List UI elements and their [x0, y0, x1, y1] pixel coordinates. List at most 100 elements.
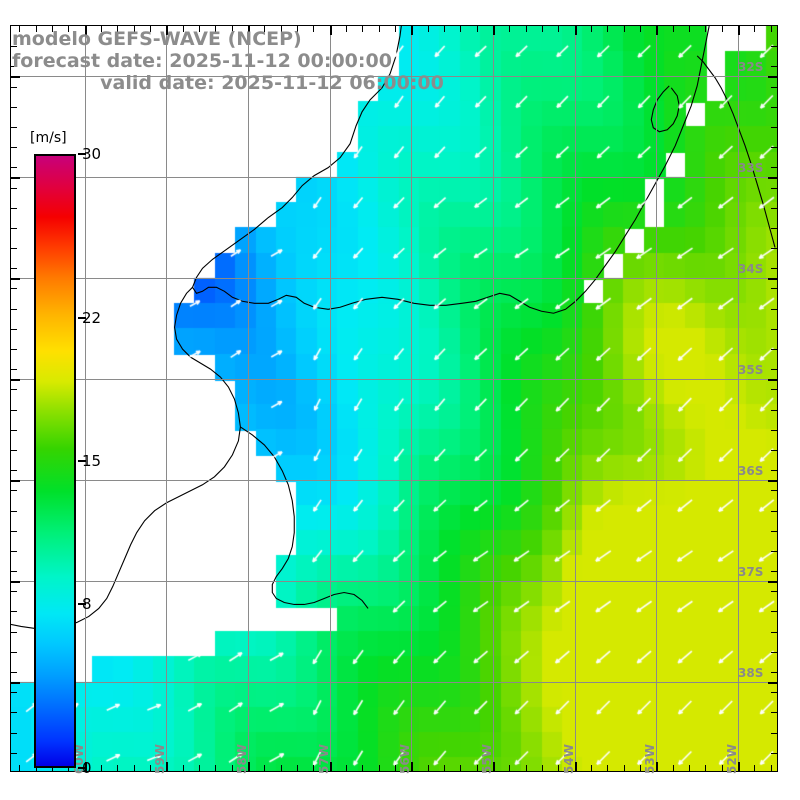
lat-axis-label: 37S [738, 565, 764, 580]
tick-lon-minor-top [264, 26, 265, 32]
tick-lat-minor-left [11, 309, 17, 310]
tick-lon-minor-top [232, 26, 233, 32]
tick-lat-minor [771, 470, 777, 471]
tick-lat-minor-left [11, 652, 17, 653]
tick-lon-minor [575, 765, 576, 771]
tick-lon-minor-top [624, 26, 625, 32]
tick-lon-minor [183, 765, 184, 771]
tick-lon-minor [264, 765, 265, 771]
tick-lon-minor [738, 765, 739, 771]
tick-lat-minor-left [11, 66, 17, 67]
tick-lat-minor [771, 208, 777, 209]
tick-lon-major [575, 762, 577, 771]
lat-axis-label: 38S [738, 666, 764, 681]
tick-lon-minor [379, 765, 380, 771]
colorbar-tick-mark [78, 767, 86, 769]
tick-lat-minor-left [11, 692, 17, 693]
tick-lon-minor-top [183, 26, 184, 32]
tick-lon-minor-top [101, 26, 102, 32]
tick-lat-minor [771, 571, 777, 572]
tick-lon-minor-top [656, 26, 657, 32]
lon-axis-label: 57W [316, 744, 331, 774]
tick-lon-minor [591, 765, 592, 771]
tick-lon-minor [68, 765, 69, 771]
lon-axis-label: 59W [153, 744, 168, 774]
tick-lon-minor-top [771, 26, 772, 32]
tick-lat-minor-left [11, 369, 17, 370]
tick-lon-minor-top [395, 26, 396, 32]
tick-lon-minor-top [199, 26, 200, 32]
tick-lon-minor [36, 765, 37, 771]
tick-lat-major-left [11, 379, 20, 381]
tick-lon-minor-top [281, 26, 282, 32]
lon-axis-label: 53W [643, 744, 658, 774]
tick-lon-minor [493, 765, 494, 771]
tick-lon-minor [117, 765, 118, 771]
tick-lat-minor-left [11, 46, 17, 47]
tick-lon-major-top [411, 26, 413, 35]
tick-lon-major [166, 762, 168, 771]
tick-lat-minor [771, 349, 777, 350]
colorbar-tick-label: 30 [82, 145, 102, 163]
tick-lat-minor [771, 248, 777, 249]
tick-lat-minor-left [11, 167, 17, 168]
tick-lon-minor-top [526, 26, 527, 32]
tick-lon-minor [150, 765, 151, 771]
tick-lat-minor [771, 712, 777, 713]
tick-lat-minor-left [11, 228, 17, 229]
tick-lat-minor [771, 268, 777, 269]
tick-lon-minor [509, 765, 510, 771]
tick-lon-minor [656, 765, 657, 771]
tick-lon-minor-top [444, 26, 445, 32]
tick-lat-minor [771, 511, 777, 512]
tick-lon-minor [281, 765, 282, 771]
tick-lon-minor [395, 765, 396, 771]
tick-lon-minor [558, 765, 559, 771]
tick-lat-major-left [11, 682, 20, 684]
tick-lon-minor [215, 765, 216, 771]
tick-lat-major [768, 379, 777, 381]
tick-lat-minor-left [11, 733, 17, 734]
tick-lat-major-left [11, 76, 20, 78]
tick-lat-minor-left [11, 410, 17, 411]
tick-lon-major-top [85, 26, 87, 35]
tick-lon-major-top [575, 26, 577, 35]
tick-lat-minor [771, 188, 777, 189]
tick-lon-minor-top [150, 26, 151, 32]
tick-lon-major-top [738, 26, 740, 35]
tick-lat-minor [771, 672, 777, 673]
tick-lat-minor-left [11, 430, 17, 431]
tick-lat-minor [771, 753, 777, 754]
tick-lon-minor [624, 765, 625, 771]
tick-lon-minor-top [379, 26, 380, 32]
tick-lon-minor-top [68, 26, 69, 32]
tick-lon-major-top [656, 26, 658, 35]
tick-lat-minor [771, 652, 777, 653]
tick-lon-minor [754, 765, 755, 771]
tick-lat-minor [771, 46, 777, 47]
map-plot-area[interactable] [10, 25, 778, 772]
tick-lon-minor-top [705, 26, 706, 32]
tick-lon-minor-top [36, 26, 37, 32]
tick-lon-minor-top [689, 26, 690, 32]
tick-lat-minor [771, 288, 777, 289]
tick-lat-minor-left [11, 511, 17, 512]
tick-lon-minor [705, 765, 706, 771]
tick-lon-major [738, 762, 740, 771]
tick-lon-minor [460, 765, 461, 771]
tick-lat-minor-left [11, 551, 17, 552]
tick-lon-minor [297, 765, 298, 771]
lon-axis-label: 58W [234, 744, 249, 774]
tick-lat-major-left [11, 581, 20, 583]
tick-lon-minor-top [117, 26, 118, 32]
tick-lon-minor [673, 765, 674, 771]
tick-lat-minor [771, 632, 777, 633]
tick-lat-minor-left [11, 389, 17, 390]
tick-lon-minor [689, 765, 690, 771]
tick-lon-minor [134, 765, 135, 771]
tick-lon-minor-top [477, 26, 478, 32]
tick-lon-minor [52, 765, 53, 771]
tick-lon-minor-top [738, 26, 739, 32]
tick-lon-minor-top [640, 26, 641, 32]
tick-lon-major [330, 762, 332, 771]
